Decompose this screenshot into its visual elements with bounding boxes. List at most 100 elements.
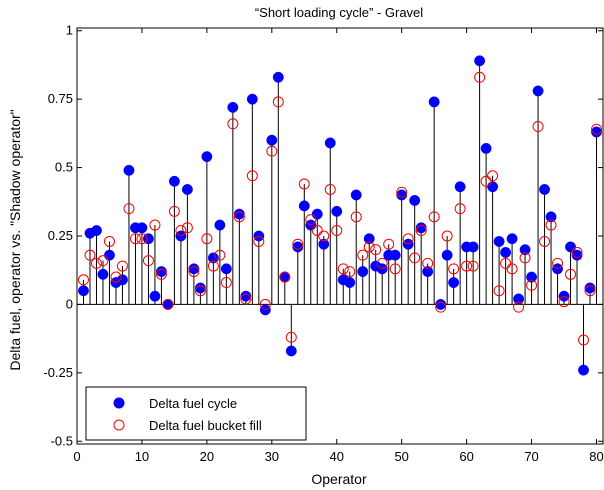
x-tick-label: 40 xyxy=(330,449,344,464)
cycle-point xyxy=(357,266,369,278)
bucket-fill-point xyxy=(357,249,369,261)
bucket-fill-point xyxy=(409,252,421,264)
cycle-point xyxy=(220,263,232,275)
bucket-fill-point xyxy=(103,235,115,247)
cycle-point xyxy=(500,246,512,258)
bucket-fill-point xyxy=(116,260,128,272)
cycle-point xyxy=(448,277,460,288)
bucket-fill-point xyxy=(162,298,174,310)
bucket-fill-point xyxy=(545,219,557,231)
bucket-fill-point xyxy=(142,255,154,267)
bucket-fill-point xyxy=(285,331,297,343)
bucket-fill-point xyxy=(136,233,148,245)
bucket-fill-point xyxy=(591,123,603,135)
y-tick-label: -0.5 xyxy=(51,433,73,448)
y-tick-label: 0.75 xyxy=(48,91,73,106)
cycle-point xyxy=(272,71,284,83)
cycle-point xyxy=(363,233,375,245)
bucket-fill-point xyxy=(259,298,271,310)
cycle-point xyxy=(539,184,551,195)
bucket-fill-point xyxy=(324,183,336,195)
bucket-fill-point xyxy=(344,266,356,278)
bucket-fill-point xyxy=(175,225,187,237)
bucket-fill-point xyxy=(454,203,466,215)
cycle-point xyxy=(292,241,304,253)
cycle-point xyxy=(227,101,239,113)
cycle-point xyxy=(591,126,602,138)
cycle-point xyxy=(350,189,362,201)
legend-label: Delta fuel bucket fill xyxy=(149,418,262,433)
bucket-fill-point xyxy=(565,268,577,280)
legend-marker xyxy=(113,397,125,409)
bucket-fill-point xyxy=(253,235,265,247)
bucket-fill-point xyxy=(519,252,531,264)
bucket-fill-point xyxy=(201,233,213,245)
bucket-fill-point xyxy=(279,271,291,283)
bucket-fill-point xyxy=(448,263,460,275)
cycle-point xyxy=(117,274,128,286)
bucket-fill-point xyxy=(227,118,239,130)
cycle-point xyxy=(194,282,206,294)
x-tick-label: 10 xyxy=(135,449,149,464)
cycle-point xyxy=(207,252,219,264)
bucket-fill-point xyxy=(207,260,219,272)
bucket-fill-point xyxy=(480,175,492,187)
x-tick-label: 50 xyxy=(394,449,408,464)
bucket-fill-point xyxy=(383,238,395,250)
cycle-point xyxy=(526,271,538,283)
bucket-fill-point xyxy=(194,285,206,297)
bucket-fill-point xyxy=(272,96,284,108)
bucket-fill-point xyxy=(337,263,349,275)
cycle-point xyxy=(78,285,89,297)
bucket-fill-point xyxy=(220,277,232,289)
bucket-fill-point xyxy=(123,203,135,215)
cycle-point xyxy=(188,263,200,275)
cycle-point xyxy=(298,200,310,212)
x-tick-label: 0 xyxy=(73,449,80,464)
cycle-point xyxy=(331,205,343,217)
bucket-fill-point xyxy=(552,257,564,269)
cycle-point xyxy=(344,277,356,288)
y-axis-label: Delta fuel, operator vs. "Shadow operato… xyxy=(7,109,23,370)
cycle-point xyxy=(136,222,148,234)
bucket-fill-point xyxy=(389,263,401,275)
bucket-fill-point xyxy=(363,241,375,253)
cycle-point xyxy=(181,184,193,195)
bucket-fill-point xyxy=(168,205,180,217)
cycle-point xyxy=(155,266,167,278)
y-tick-label: -0.25 xyxy=(43,365,73,380)
bucket-fill-point xyxy=(233,211,245,223)
chart-title: “Short loading cycle” - Gravel xyxy=(255,5,423,20)
cycle-point xyxy=(214,219,226,231)
bucket-fill-point xyxy=(571,246,583,258)
bucket-fill-point xyxy=(90,257,102,269)
bucket-fill-point xyxy=(493,285,505,297)
legend-label: Delta fuel cycle xyxy=(149,396,237,411)
cycle-point xyxy=(435,298,447,310)
bucket-fill-point xyxy=(526,279,538,291)
bucket-fill-point xyxy=(318,230,330,242)
bucket-fill-point xyxy=(298,178,310,190)
bucket-fill-point xyxy=(461,260,473,272)
cycle-point xyxy=(467,241,479,253)
bucket-fill-point xyxy=(246,170,258,182)
x-tick-label: 20 xyxy=(200,449,214,464)
y-tick-label: 0.25 xyxy=(48,228,73,243)
bucket-fill-point xyxy=(500,257,512,269)
cycle-point xyxy=(201,151,213,163)
bucket-fill-point xyxy=(129,233,141,245)
bucket-fill-point xyxy=(487,170,499,182)
bucket-fill-point xyxy=(305,214,317,226)
bucket-fill-point xyxy=(506,263,518,275)
bucket-fill-point xyxy=(97,255,109,267)
bucket-fill-point xyxy=(422,257,434,269)
cycle-point xyxy=(324,137,336,149)
bucket-fill-point xyxy=(376,257,388,269)
cycle-point xyxy=(104,249,115,261)
cycle-point xyxy=(428,96,440,108)
cycle-point xyxy=(519,244,531,256)
bucket-fill-point xyxy=(266,145,278,157)
bucket-fill-point xyxy=(441,230,453,242)
cycle-point xyxy=(168,175,180,187)
x-tick-label: 60 xyxy=(459,449,473,464)
